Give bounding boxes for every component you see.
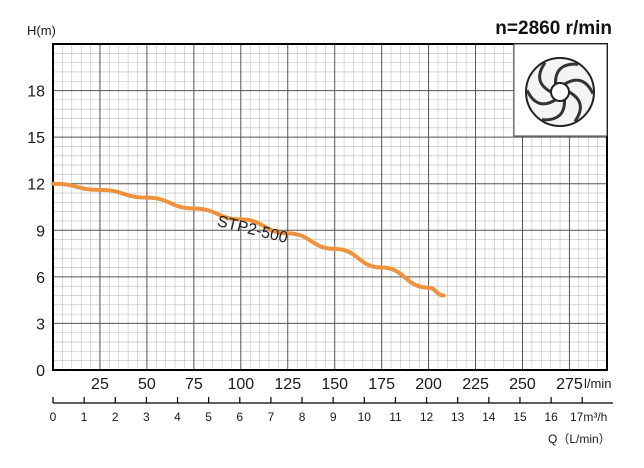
- q-tick-label: 0: [50, 410, 57, 424]
- x-tick-label: 225: [462, 376, 489, 393]
- y-tick-label: 12: [27, 177, 45, 194]
- q-tick-label: 7: [268, 410, 275, 424]
- q-tick-label: 11: [389, 410, 402, 424]
- y-tick-label: 15: [27, 130, 45, 147]
- y-tick-label: 18: [27, 84, 45, 101]
- x-tick-label: 150: [321, 376, 348, 393]
- x-tick-label: 100: [227, 376, 254, 393]
- y-axis-ticks: 0 3 6 9 12 15 18: [27, 84, 45, 380]
- q-tick-label: 16: [544, 410, 558, 424]
- q-tick-label: 4: [174, 410, 181, 424]
- q-tick-label: 3: [143, 410, 150, 424]
- y-tick-label: 3: [36, 316, 45, 333]
- x-tick-label: 125: [274, 376, 301, 393]
- x-tick-label: 250: [509, 376, 536, 393]
- q-tick-label: 1: [81, 410, 88, 424]
- q-tick-label: 14: [482, 410, 496, 424]
- q-tick-label: 10: [358, 410, 372, 424]
- q-tick-label: 5: [205, 410, 212, 424]
- q-tick-label: 15: [513, 410, 527, 424]
- impeller-hub: [550, 82, 570, 102]
- impeller-vane: [563, 78, 595, 95]
- x-tick-label: 275: [556, 376, 583, 393]
- minor-grid: [53, 44, 608, 370]
- y-tick-label: 6: [36, 270, 45, 287]
- plot-frame: [52, 43, 608, 371]
- q-tick-label: 13: [451, 410, 465, 424]
- x-tick-label: 50: [138, 376, 156, 393]
- x-tick-label: 200: [415, 376, 442, 393]
- x-tick-label: 25: [91, 376, 109, 393]
- impeller-vane: [568, 90, 582, 123]
- impeller-vane: [553, 62, 579, 85]
- q-axis-ticks: 0 1 2 3 4 5 6 7 8 9 10 11 12 13 14 15 16: [50, 397, 583, 424]
- x-axis-ticks: 25 50 75 100 125 150 175 200 225 250 275: [91, 376, 583, 393]
- impeller-inset: [513, 43, 608, 137]
- q-tick-label: 6: [236, 410, 243, 424]
- q-tick-label: 9: [330, 410, 337, 424]
- x-tick-label: 175: [368, 376, 395, 393]
- q-axis-label: Q（L/min）: [548, 432, 611, 446]
- impeller-vane: [525, 89, 557, 106]
- y-tick-label: 0: [36, 363, 45, 380]
- q-axis-unit: 17m³/h: [570, 410, 607, 424]
- series-line-stp2-500: [51, 181, 446, 298]
- series-points: [52, 183, 444, 296]
- y-tick-label: 9: [36, 223, 45, 240]
- q-tick-label: 12: [420, 410, 434, 424]
- impeller-vane: [538, 61, 552, 94]
- impeller-vane: [541, 99, 567, 122]
- y-axis-label: H(m): [27, 23, 56, 38]
- x-tick-label: 75: [185, 376, 203, 393]
- speed-label: n=2860 r/min: [495, 18, 612, 39]
- q-tick-label: 8: [299, 410, 306, 424]
- x-axis-unit: l/min: [584, 376, 611, 391]
- impeller-icon: [525, 57, 595, 127]
- q-tick-label: 2: [112, 410, 119, 424]
